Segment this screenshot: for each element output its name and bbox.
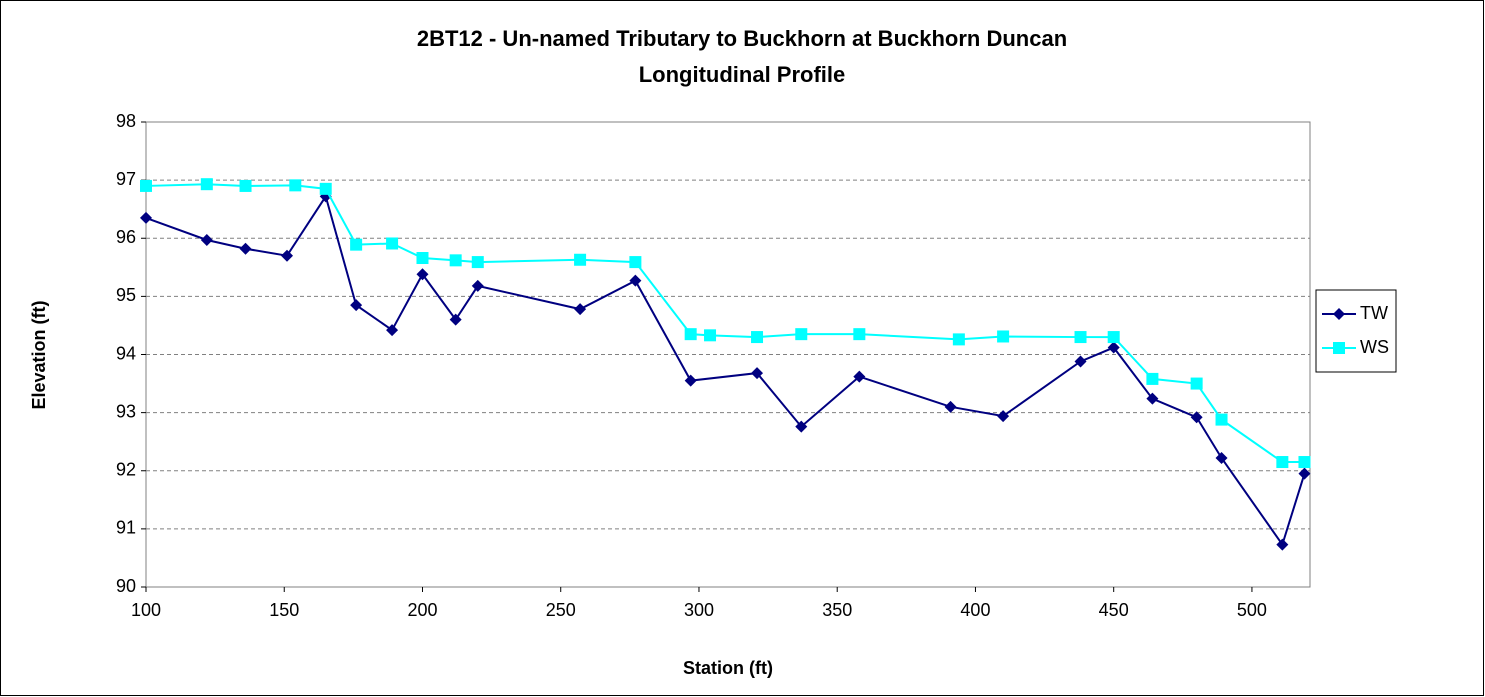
x-tick-label: 350 [822,600,852,620]
marker [1215,413,1228,426]
marker [200,178,213,191]
x-tick-label: 500 [1237,600,1267,620]
y-tick-label: 98 [116,111,136,131]
y-tick-label: 94 [116,343,136,363]
marker [684,374,697,387]
marker [350,299,363,312]
marker [1107,341,1120,354]
y-tick-label: 95 [116,285,136,305]
marker [239,179,252,192]
marker [140,179,152,192]
y-tick-label: 93 [116,401,136,421]
marker [281,249,294,262]
y-tick-label: 97 [116,169,136,189]
marker [386,324,399,337]
marker [704,329,717,342]
marker [200,233,213,246]
marker [751,367,764,380]
legend-label: TW [1360,303,1388,323]
y-tick-label: 96 [116,227,136,247]
x-tick-label: 200 [407,600,437,620]
marker [853,328,866,341]
series-line [145,183,1305,464]
marker [140,211,152,224]
marker [471,256,484,269]
marker [629,274,642,287]
marker [1190,377,1203,390]
x-tick-label: 250 [546,600,576,620]
marker [1333,342,1345,354]
marker [386,237,399,250]
legend-box [1315,289,1397,373]
x-tick-label: 100 [131,600,161,620]
legend-label: WS [1360,337,1389,357]
marker [1215,451,1228,464]
marker [350,238,363,251]
y-tick-label: 92 [116,460,136,480]
chart-subtitle: Longitudinal Profile [639,62,846,87]
marker [574,253,587,266]
marker [1276,538,1289,551]
marker [795,328,808,341]
chart-title: 2BT12 - Un-named Tributary to Buckhorn a… [417,26,1067,51]
marker [1333,308,1345,320]
marker [239,242,252,255]
marker [952,333,965,346]
marker [944,400,957,413]
marker [289,179,302,192]
y-tick-label: 90 [116,576,136,596]
marker [449,254,462,267]
marker [1074,331,1087,344]
marker [416,252,429,265]
marker [853,370,866,383]
marker [574,303,587,316]
marker [997,410,1010,423]
marker [629,256,642,269]
marker [449,313,462,326]
marker [997,330,1010,343]
y-tick-label: 91 [116,518,136,538]
marker [795,420,808,433]
marker [319,182,332,195]
x-tick-label: 400 [960,600,990,620]
x-tick-label: 300 [684,600,714,620]
marker [471,279,484,292]
marker [416,268,429,281]
marker [751,331,764,344]
marker [1190,411,1203,424]
marker [1276,456,1289,469]
y-axis-label: Elevation (ft) [29,300,49,409]
marker [1298,467,1311,480]
x-tick-label: 150 [269,600,299,620]
marker [1146,392,1159,405]
x-tick-label: 450 [1099,600,1129,620]
x-axis-label: Station (ft) [683,658,773,678]
marker [1146,372,1159,385]
marker [1074,355,1087,368]
marker [684,328,697,341]
marker [1298,456,1311,469]
marker [1107,331,1120,344]
